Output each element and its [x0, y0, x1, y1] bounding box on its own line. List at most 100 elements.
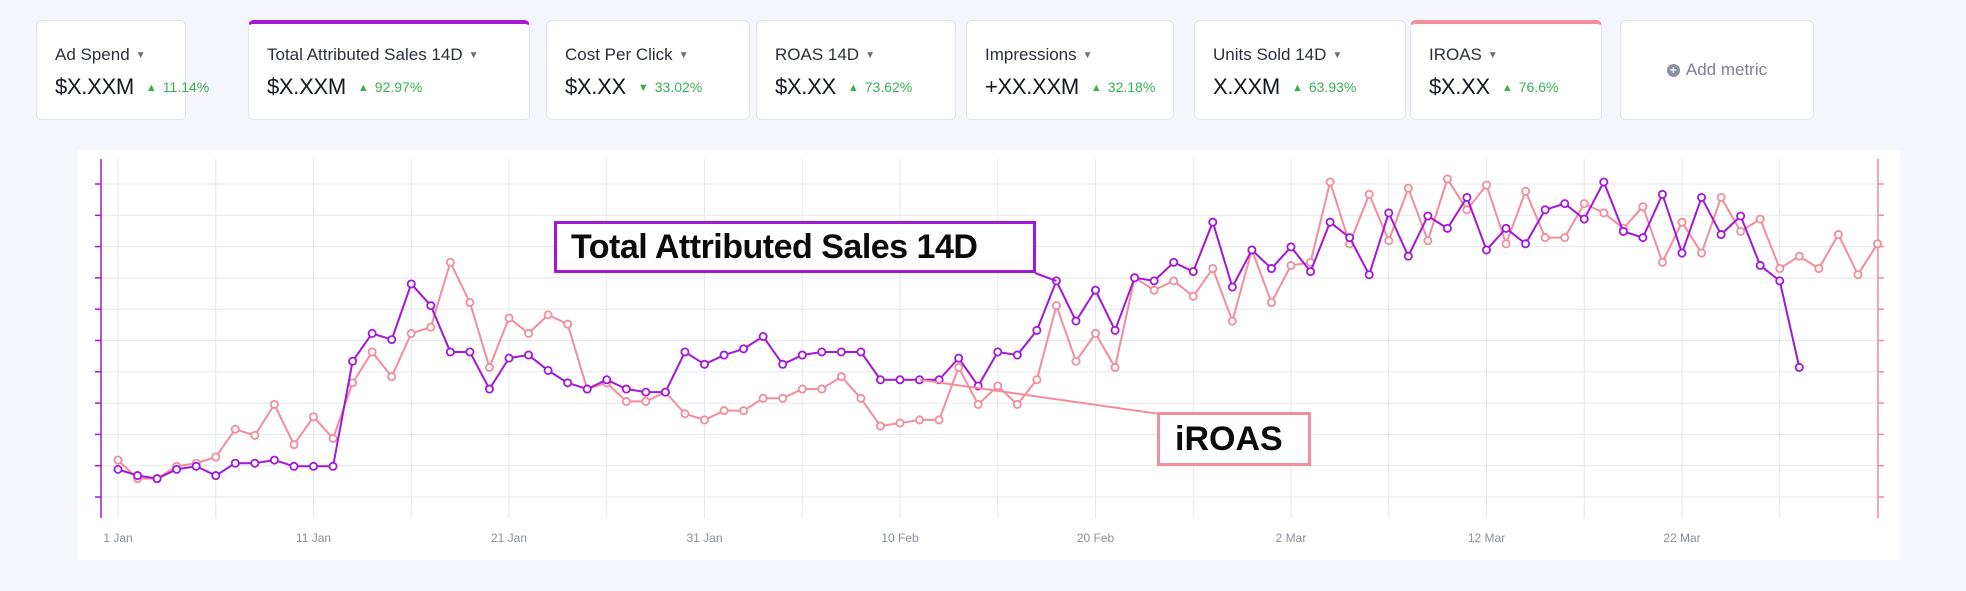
metric-card-cost-per-click[interactable]: Cost Per Click ▼ $X.XX ▼ 33.02%: [546, 20, 750, 120]
data-point-sales: [1716, 230, 1726, 240]
chevron-down-icon[interactable]: ▼: [468, 50, 479, 61]
data-point-iroas: [563, 319, 573, 329]
callout-pointer-iroas: [919, 378, 1161, 415]
data-point-sales: [758, 331, 768, 341]
triangle-up-icon: ▲: [357, 82, 369, 94]
metric-name: Cost Per Click ▼: [565, 45, 689, 64]
data-point-iroas: [1736, 226, 1746, 236]
data-point-sales: [1227, 282, 1237, 292]
data-point-iroas: [1482, 180, 1492, 190]
data-point-iroas: [700, 415, 710, 425]
data-point-iroas: [1755, 214, 1765, 224]
add-metric-button[interactable]: + Add metric: [1620, 20, 1814, 120]
metric-value: $X.XX: [565, 74, 626, 99]
data-point-sales: [1540, 205, 1550, 215]
metric-card-total-attributed-sales[interactable]: Total Attributed Sales 14D ▼ $X.XXM ▲ 92.97…: [248, 20, 530, 120]
data-point-sales: [524, 350, 534, 360]
metric-card-roas-14d[interactable]: ROAS 14D ▼ $X.XX ▲ 73.62%: [756, 20, 956, 120]
data-point-sales: [739, 344, 749, 354]
data-point-sales: [250, 458, 260, 468]
data-point-sales: [1130, 273, 1140, 283]
data-point-sales: [1482, 245, 1492, 255]
data-point-sales: [836, 347, 846, 357]
metric-name: Total Attributed Sales 14D ▼: [267, 45, 479, 64]
data-point-iroas: [484, 362, 494, 372]
data-point-iroas: [1188, 291, 1198, 301]
data-point-iroas: [1266, 298, 1276, 308]
data-point-sales: [817, 347, 827, 357]
x-tick-label: 22 Mar: [1663, 531, 1700, 545]
data-point-sales: [1266, 264, 1276, 274]
metric-name: Ad Spend ▼: [55, 45, 146, 64]
metric-name: ROAS 14D ▼: [775, 45, 875, 64]
data-point-iroas: [993, 381, 1003, 391]
data-point-iroas: [1521, 186, 1531, 196]
data-point-iroas: [1657, 257, 1667, 267]
chart-panel: [78, 150, 1900, 560]
data-point-iroas: [875, 421, 885, 431]
chevron-down-icon[interactable]: ▼: [135, 50, 146, 61]
data-point-sales: [1364, 270, 1374, 280]
data-point-iroas: [1540, 233, 1550, 243]
data-point-iroas: [778, 393, 788, 403]
data-point-iroas: [895, 418, 905, 428]
data-point-sales: [1521, 239, 1531, 249]
data-point-sales: [445, 347, 455, 357]
data-point-sales: [1247, 245, 1257, 255]
data-point-iroas: [758, 393, 768, 403]
metric-card-impressions[interactable]: Impressions ▼ +XX.XXM ▲ 32.18%: [966, 20, 1174, 120]
metric-name: Impressions ▼: [985, 45, 1093, 64]
data-point-iroas: [465, 298, 475, 308]
metric-card-units-sold-14d[interactable]: Units Sold 14D ▼ X.XXM ▲ 63.93%: [1194, 20, 1406, 120]
data-point-iroas: [915, 415, 925, 425]
data-point-iroas: [836, 372, 846, 382]
data-point-iroas: [1403, 183, 1413, 193]
data-point-sales: [1775, 276, 1785, 286]
data-point-sales: [133, 471, 143, 481]
data-point-sales: [1442, 223, 1452, 233]
data-point-sales: [348, 356, 358, 366]
data-point-iroas: [1286, 260, 1296, 270]
data-point-iroas: [719, 406, 729, 416]
data-point-iroas: [387, 372, 397, 382]
data-point-sales: [426, 301, 436, 311]
data-point-sales: [328, 461, 338, 471]
chevron-down-icon[interactable]: ▼: [1487, 50, 1498, 61]
data-point-sales: [1032, 325, 1042, 335]
data-point-sales: [504, 353, 514, 363]
data-point-iroas: [308, 412, 318, 422]
chevron-down-icon[interactable]: ▼: [1332, 50, 1343, 61]
metric-card-iroas[interactable]: IROAS ▼ $X.XX ▲ 76.6%: [1410, 20, 1602, 120]
data-point-sales: [680, 347, 690, 357]
data-point-sales: [289, 461, 299, 471]
metric-value: $X.XXM: [267, 74, 346, 99]
metric-card-ad-spend[interactable]: Ad Spend ▼ $X.XXM ▲ 11.14%: [36, 20, 209, 120]
data-point-sales: [1208, 217, 1218, 227]
data-point-sales: [406, 279, 416, 289]
data-point-iroas: [289, 440, 299, 450]
data-point-sales: [367, 328, 377, 338]
chevron-down-icon[interactable]: ▼: [865, 50, 875, 61]
data-point-sales: [1794, 362, 1804, 372]
chevron-down-icon[interactable]: ▼: [678, 50, 689, 61]
metric-delta: 63.93%: [1308, 79, 1357, 95]
data-point-sales: [1306, 267, 1316, 277]
data-point-sales: [269, 455, 279, 465]
data-point-sales: [1384, 208, 1394, 218]
data-point-sales: [172, 464, 182, 474]
data-point-sales: [308, 461, 318, 471]
data-point-iroas: [1032, 375, 1042, 385]
x-tick-label: 31 Jan: [686, 531, 722, 545]
data-point-sales: [152, 474, 162, 484]
chevron-down-icon[interactable]: ▼: [1082, 50, 1093, 61]
metric-delta: 92.97%: [374, 79, 423, 95]
data-point-sales: [856, 347, 866, 357]
data-point-iroas: [1423, 236, 1433, 246]
data-point-sales: [211, 471, 221, 481]
data-point-iroas: [426, 322, 436, 332]
data-point-sales: [1423, 211, 1433, 221]
data-point-iroas: [1071, 356, 1081, 366]
data-point-iroas: [1599, 208, 1609, 218]
metric-value: $X.XXM: [55, 74, 134, 99]
x-tick-label: 10 Feb: [881, 531, 919, 545]
